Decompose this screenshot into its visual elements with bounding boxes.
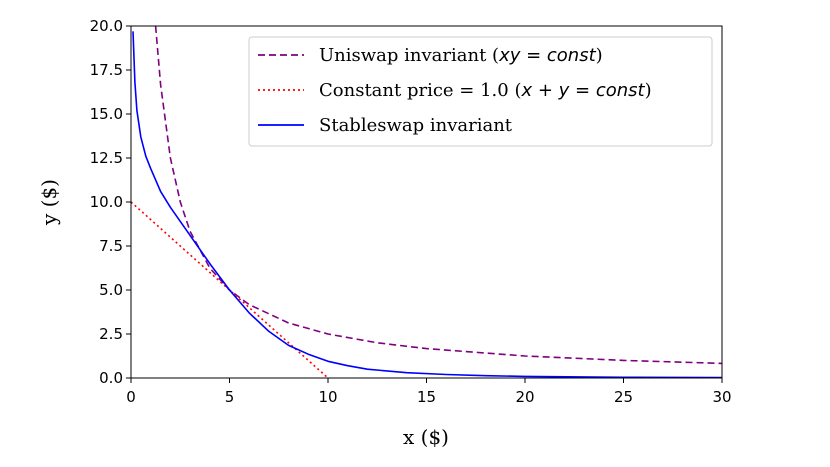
y-tick-label: 20.0	[90, 17, 123, 35]
x-tick-label: 25	[614, 388, 633, 406]
x-tick-label: 10	[318, 388, 337, 406]
legend-box	[248, 36, 713, 147]
x-axis-ticks: 0 5 10 15 20 25 30	[126, 378, 732, 406]
y-tick-label: 5.0	[99, 281, 123, 299]
legend-label-1: Constant price = 1.0 (x + y = const)	[319, 80, 652, 101]
series-line-2	[132, 31, 723, 379]
y-tick-label: 15.0	[90, 105, 123, 123]
x-tick-label: 0	[126, 388, 136, 406]
y-tick-label: 7.5	[99, 237, 123, 255]
series-line-0	[154, 25, 723, 365]
legend-label-0: Uniswap invariant (xy = const)	[319, 45, 603, 66]
x-tick-label: 5	[225, 388, 235, 406]
x-tick-label: 30	[712, 388, 731, 406]
y-axis-label: y ($)	[37, 179, 61, 226]
y-tick-label: 0.0	[99, 369, 123, 387]
y-tick-label: 12.5	[90, 149, 123, 167]
legend-label-2: Stableswap invariant	[319, 115, 513, 136]
y-tick-label: 17.5	[90, 61, 123, 79]
x-tick-label: 20	[515, 388, 534, 406]
y-tick-label: 2.5	[99, 325, 123, 343]
legend: Uniswap invariant (xy = const) Constant p…	[248, 36, 713, 147]
x-axis-label: x ($)	[403, 425, 449, 449]
x-tick-label: 15	[417, 388, 436, 406]
y-tick-label: 10.0	[90, 193, 123, 211]
series-layer	[130, 25, 723, 379]
plot-area: 0 5 10 15 20 25 30 0.0 2.5 5.0 7.5 10.0 12.5 15.0 17.…	[90, 17, 732, 406]
y-axis-ticks: 0.0 2.5 5.0 7.5 10.0 12.5 15.0 17.5 20.0	[90, 17, 131, 387]
